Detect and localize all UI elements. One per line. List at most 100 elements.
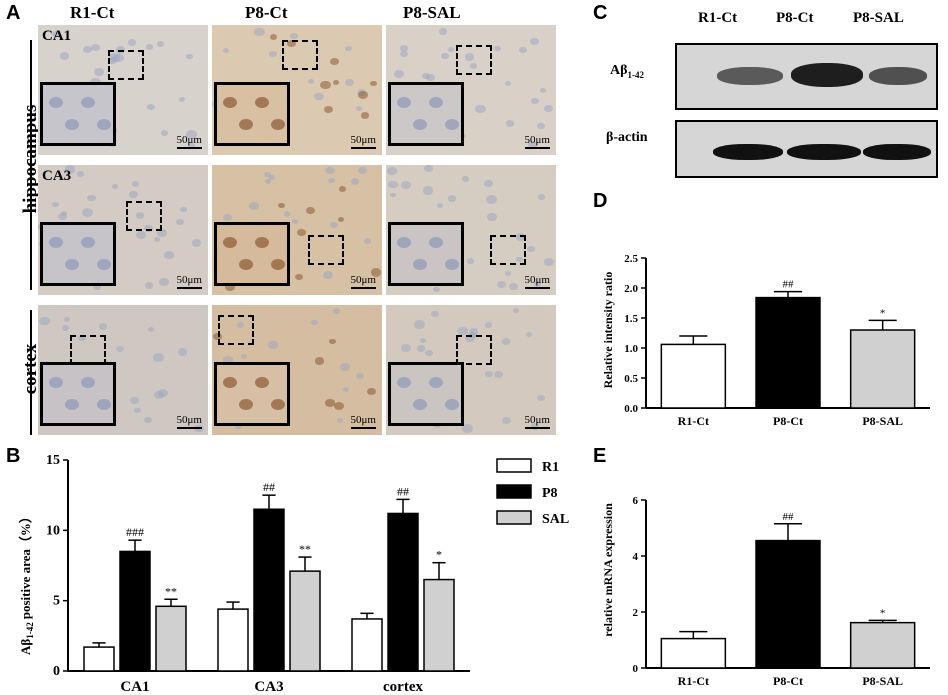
cell-nucleus <box>146 103 155 111</box>
cell-nucleus <box>394 70 404 78</box>
cell-nucleus <box>527 140 538 148</box>
scale-bar-line <box>176 287 202 289</box>
chart-b: Aβ1-42positive area（%） 0 5 10 15 ### ** CA1 ## *… <box>18 453 569 695</box>
cell-nucleus <box>358 91 369 100</box>
magnified-region-box <box>490 235 526 265</box>
cell-nucleus <box>509 283 519 291</box>
cell-nucleus <box>269 34 277 41</box>
cell-nucleus <box>52 202 59 208</box>
chart-b-bar <box>119 550 151 672</box>
magnified-region-box <box>456 45 492 75</box>
cell-nucleus <box>421 72 430 79</box>
inset-nucleus <box>223 97 237 108</box>
chart-b-x-tick-label: cortex <box>383 679 423 695</box>
cell-nucleus <box>527 246 535 253</box>
cell-nucleus <box>544 105 553 113</box>
chart-d-y-tick-label: 1.5 <box>624 313 638 325</box>
chart-d-y-tick-label: 1.0 <box>624 343 638 355</box>
cell-nucleus <box>436 203 443 209</box>
chart-b-legend-swatch <box>496 510 532 525</box>
chart-e-y-tick-label: 4 <box>633 551 639 563</box>
abeta-blot <box>675 43 938 110</box>
cell-nucleus <box>504 80 511 86</box>
scale-bar-label: 50μm <box>176 414 202 426</box>
chart-b-x-tick-label: CA1 <box>120 679 149 695</box>
abeta-band-sal <box>869 67 927 85</box>
chart-d-bar <box>755 296 821 409</box>
panel-e-letter: E <box>593 445 607 467</box>
cell-nucleus <box>494 371 503 379</box>
cell-nucleus <box>314 357 324 365</box>
chart-d-bar <box>660 343 727 409</box>
chart-d-significance-mark: * <box>880 307 886 319</box>
cell-nucleus <box>515 256 524 263</box>
cell-nucleus <box>314 92 325 101</box>
inset-nucleus <box>255 237 269 248</box>
cell-nucleus <box>186 129 198 139</box>
chart-b-significance-mark: * <box>436 548 442 562</box>
cell-nucleus <box>530 37 539 45</box>
scale-bar-line <box>524 147 550 149</box>
cell-nucleus <box>98 323 107 330</box>
cell-nucleus <box>414 320 426 329</box>
panel-a-header-p8: P8-Ct <box>245 3 288 22</box>
scale-bar: 50μm <box>350 134 376 149</box>
cell-nucleus <box>424 165 433 173</box>
chart-e-ylabel: relative mRNA expression <box>601 503 615 637</box>
cell-nucleus <box>370 80 377 86</box>
inset-nucleus <box>49 377 63 388</box>
scale-bar-line <box>350 287 376 289</box>
cell-nucleus <box>485 195 497 204</box>
chart-b-y-tick-label: 0 <box>53 664 60 679</box>
cell-nucleus <box>388 180 398 189</box>
cell-nucleus <box>485 371 493 378</box>
actin-blot <box>675 120 938 178</box>
cell-nucleus <box>287 40 296 48</box>
cell-nucleus <box>525 332 533 338</box>
cell-nucleus <box>63 316 71 322</box>
cell-nucleus <box>90 43 100 51</box>
inset-nucleus <box>49 237 63 248</box>
magnified-inset <box>214 222 290 286</box>
inset-nucleus <box>429 237 443 248</box>
chart-d-bar <box>849 329 916 409</box>
inset-nucleus <box>97 399 111 410</box>
cell-nucleus <box>93 284 102 291</box>
cell-nucleus <box>462 424 474 434</box>
cell-nucleus <box>87 194 96 202</box>
cell-nucleus <box>61 325 69 331</box>
chart-b-significance-mark: ## <box>397 484 409 498</box>
magnified-inset <box>388 82 464 146</box>
cell-nucleus <box>160 129 168 136</box>
cortex-bracket <box>30 310 32 435</box>
inset-nucleus <box>81 97 95 108</box>
chart-d-y-tick-label: 2.0 <box>624 283 638 295</box>
scale-bar: 50μm <box>524 274 550 289</box>
scale-bar-label: 50μm <box>524 414 550 426</box>
inset-nucleus <box>413 399 427 410</box>
scale-bar-label: 50μm <box>524 274 550 286</box>
chart-b-significance-mark: ## <box>263 480 275 494</box>
inset-nucleus <box>445 119 459 130</box>
actin-band-sal <box>863 144 931 160</box>
inset-nucleus <box>271 119 285 130</box>
inset-nucleus <box>65 259 79 270</box>
cell-nucleus <box>222 47 230 53</box>
chart-d-ylabel: Relative intensity ratio <box>601 272 615 389</box>
micrograph-tile: 50μm <box>38 305 208 435</box>
cell-nucleus <box>136 230 147 239</box>
cell-nucleus <box>108 57 117 64</box>
cell-nucleus <box>130 396 140 405</box>
cell-nucleus <box>539 87 546 93</box>
cell-nucleus <box>506 120 515 127</box>
cell-nucleus <box>212 332 222 340</box>
scale-bar-line <box>524 427 550 429</box>
scale-bar-label: 50μm <box>176 274 202 286</box>
scale-bar-line <box>176 147 202 149</box>
cell-nucleus <box>328 177 336 184</box>
chart-e-bar <box>660 637 727 669</box>
chart-b-significance-mark: ### <box>126 525 144 539</box>
inset-nucleus <box>223 237 237 248</box>
chart-b-legend-label: P8 <box>542 486 558 501</box>
cell-nucleus <box>483 179 493 187</box>
